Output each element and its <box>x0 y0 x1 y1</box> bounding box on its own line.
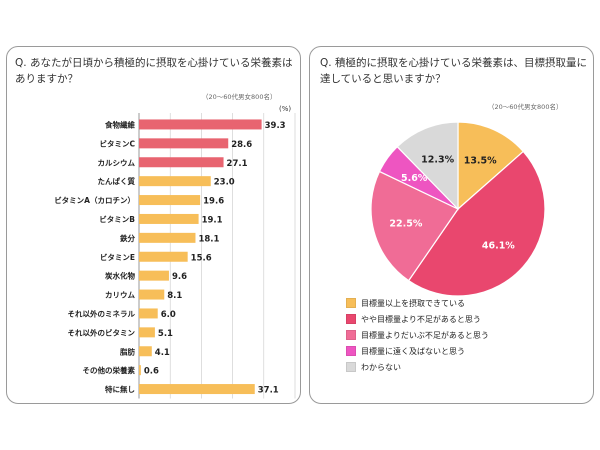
pie-chart: 13.5% 46.1% 22.5% 5.6% 12.3% <box>370 121 546 297</box>
bar <box>139 157 224 168</box>
bar-value-label: 27.1 <box>227 159 248 169</box>
category-label: 炭水化物 <box>105 271 135 281</box>
category-label: たんぱく質 <box>98 176 136 186</box>
bar-value-label: 19.6 <box>203 197 224 207</box>
pie-slice <box>407 150 546 297</box>
bar <box>139 289 165 300</box>
category-label: ビタミンB <box>99 214 135 224</box>
bar-value-label: 6.0 <box>161 310 176 320</box>
legend-label: 目標量以上を摂取できている <box>361 298 465 308</box>
bar-chart-panel: Q. あなたが日頃から積極的に摂取を心掛けている栄養素はありますか？ （20～6… <box>6 46 301 404</box>
bar <box>139 213 199 224</box>
pie-slice-label: 22.5% <box>389 218 422 229</box>
bar <box>139 119 262 130</box>
legend-label: 目標量よりだいぶ不足があると思う <box>361 330 489 340</box>
bar <box>139 195 201 206</box>
bar <box>139 308 158 319</box>
bar-value-label: 8.1 <box>167 291 182 301</box>
bar-chart: 0.010.020.030.040.050.0食物繊維39.3ビタミンC28.6… <box>54 113 296 399</box>
category-label: 鉄分 <box>120 233 135 243</box>
pie-slice <box>457 121 525 211</box>
pie-slice-label: 46.1% <box>482 240 515 251</box>
pie-slice-label: 13.5% <box>464 155 497 166</box>
bar-value-label: 4.1 <box>155 348 170 358</box>
pie-slice <box>396 121 459 211</box>
category-label: ビタミンE <box>100 252 135 262</box>
bar-chart-note: （20～60代男女800名） <box>202 93 277 101</box>
category-label: 脂肪 <box>119 346 135 356</box>
legend-swatch <box>346 346 356 356</box>
legend-swatch <box>346 314 356 324</box>
bar-value-label: 39.3 <box>265 121 286 131</box>
legend-item: 目標量以上を摂取できている <box>346 295 489 311</box>
category-label: ビタミンA（カロチン） <box>54 195 135 205</box>
category-label: ビタミンC <box>99 138 135 148</box>
bar-value-label: 19.1 <box>202 215 223 225</box>
bar-value-label: 5.1 <box>158 329 173 339</box>
legend-label: やや目標量より不足があると思う <box>361 314 481 324</box>
bar-value-label: 37.1 <box>258 386 279 396</box>
bar-chart-title: Q. あなたが日頃から積極的に摂取を心掛けている栄養素はありますか？ <box>15 57 293 85</box>
bar-value-label: 18.1 <box>198 234 219 244</box>
category-label: 特に無し <box>105 384 135 394</box>
bar-value-label: 28.6 <box>231 140 252 150</box>
legend-label: 目標量に遠く及ばないと思う <box>361 346 465 356</box>
bar <box>139 346 152 357</box>
legend-label: わからない <box>361 362 401 372</box>
bar <box>139 384 255 395</box>
bar <box>139 232 196 243</box>
category-label: カルシウム <box>98 158 136 167</box>
bar-value-label: 9.6 <box>172 272 187 282</box>
pie-chart-title: Q. 積極的に摂取を心掛けている栄養素は、目標摂取量に達していると思いますか？ <box>320 57 587 85</box>
bar-value-label: 0.6 <box>144 367 159 377</box>
pie-chart-panel: Q. 積極的に摂取を心掛けている栄養素は、目標摂取量に達していると思いますか？ … <box>309 46 594 404</box>
legend-swatch <box>346 362 356 372</box>
bar-chart-unit: (%) <box>279 105 292 113</box>
bar <box>139 365 141 376</box>
legend-item: 目標量よりだいぶ不足があると思う <box>346 327 489 343</box>
bar <box>139 138 229 149</box>
pie-chart-note: （20～60代男女800名） <box>488 103 563 111</box>
category-label: その他の栄養素 <box>83 365 136 375</box>
legend-item: やや目標量より不足があると思う <box>346 311 489 327</box>
bar <box>139 327 155 338</box>
legend-swatch <box>346 298 356 308</box>
category-label: それ以外のビタミン <box>68 327 136 337</box>
category-label: それ以外のミネラル <box>68 308 136 318</box>
pie-legend: 目標量以上を摂取できているやや目標量より不足があると思う 目標量よりだいぶ不足があ… <box>346 295 489 375</box>
pie-slice-label: 5.6% <box>401 173 428 184</box>
bar <box>139 270 169 281</box>
category-label: カリウム <box>105 291 135 300</box>
legend-item: 目標量に遠く及ばないと思う <box>346 343 489 359</box>
bar <box>139 251 188 262</box>
legend-item: わからない <box>346 359 489 375</box>
bar-value-label: 23.0 <box>214 178 235 188</box>
bar-value-label: 15.6 <box>191 253 212 263</box>
pie-slice-label: 12.3% <box>421 155 454 166</box>
bar <box>139 176 211 187</box>
legend-swatch <box>346 330 356 340</box>
category-label: 食物繊維 <box>105 119 135 129</box>
